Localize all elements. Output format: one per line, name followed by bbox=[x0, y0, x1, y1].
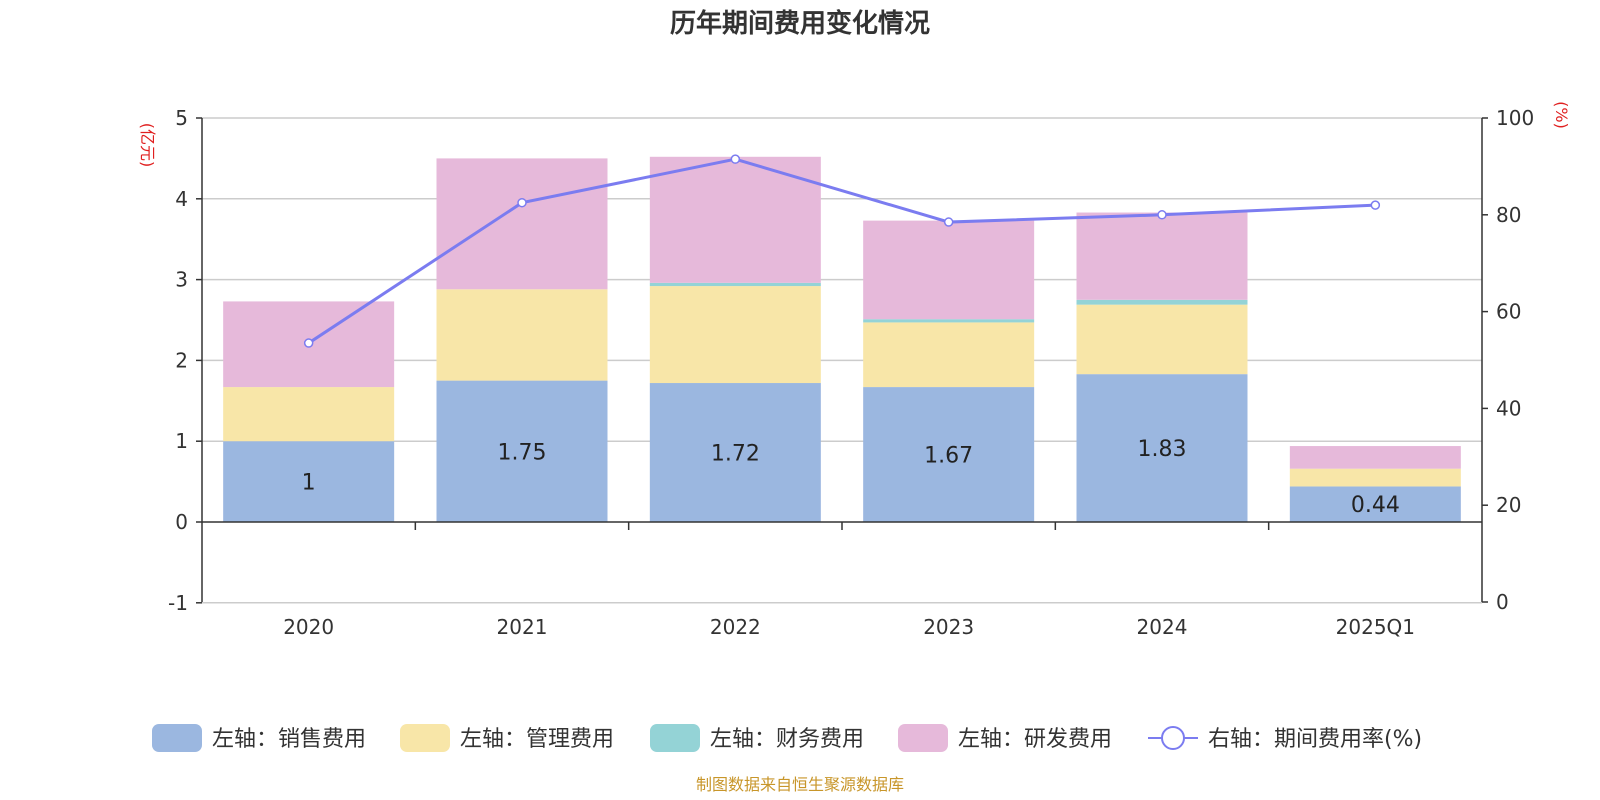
category-label: 2024 bbox=[1137, 615, 1188, 639]
left-tick-label: 4 bbox=[175, 187, 188, 211]
right-tick-label: 100 bbox=[1496, 106, 1534, 130]
legend-swatch bbox=[898, 724, 948, 752]
bar-研发费用 bbox=[649, 156, 821, 283]
expense-rate-point bbox=[730, 154, 741, 164]
bar-value-label: 1.75 bbox=[498, 440, 547, 465]
category-label: 2025Q1 bbox=[1336, 615, 1415, 639]
bar-财务费用 bbox=[649, 282, 821, 287]
right-tick-label: 60 bbox=[1496, 300, 1521, 324]
bar-value-label: 1.67 bbox=[924, 444, 973, 469]
category-label: 2022 bbox=[710, 615, 761, 639]
bar-研发费用 bbox=[436, 158, 608, 290]
right-tick-label: 80 bbox=[1496, 203, 1521, 227]
bar-销售费用 bbox=[223, 441, 395, 522]
right-axis-unit: (%) bbox=[1552, 101, 1571, 129]
bar-研发费用 bbox=[1289, 446, 1461, 469]
expense-rate-point bbox=[303, 338, 314, 348]
left-axis-unit: (亿元) bbox=[138, 123, 157, 168]
bar-财务费用 bbox=[863, 319, 1035, 323]
category-label: 2023 bbox=[923, 615, 974, 639]
left-tick-label: 5 bbox=[175, 106, 188, 130]
legend-label: 左轴：研发费用 bbox=[958, 727, 1112, 752]
bar-销售费用 bbox=[436, 380, 608, 522]
expense-rate-point bbox=[1370, 200, 1381, 210]
legend-line-marker bbox=[1161, 726, 1185, 750]
left-tick-label: 0 bbox=[175, 510, 188, 534]
legend-label: 左轴：销售费用 bbox=[212, 727, 366, 752]
legend-label: 左轴：管理费用 bbox=[460, 727, 614, 752]
left-tick-label: 1 bbox=[175, 429, 188, 453]
bar-管理费用 bbox=[863, 322, 1035, 388]
bar-value-label: 1.83 bbox=[1138, 437, 1187, 462]
expense-rate-line bbox=[303, 154, 1381, 348]
left-tick-label: 3 bbox=[175, 268, 188, 292]
category-label: 2021 bbox=[497, 615, 548, 639]
bar-value-label: 1 bbox=[302, 471, 316, 496]
legend-swatch bbox=[152, 724, 202, 752]
legend-label: 左轴：财务费用 bbox=[710, 727, 864, 752]
bar-销售费用 bbox=[863, 387, 1035, 522]
bar-labels: 1 1.75 1.72 1.67 1.83 0.44 bbox=[302, 437, 1400, 518]
category-label: 2020 bbox=[283, 615, 334, 639]
legend-label: 右轴：期间费用率(%) bbox=[1208, 727, 1422, 752]
left-tick-label: 2 bbox=[175, 348, 188, 372]
expense-rate-point bbox=[943, 217, 954, 227]
left-tick-label: -1 bbox=[168, 591, 188, 615]
right-tick-label: 40 bbox=[1496, 396, 1521, 420]
bar-研发费用 bbox=[863, 220, 1035, 320]
bar-管理费用 bbox=[223, 387, 395, 442]
expense-rate-point bbox=[1157, 210, 1167, 220]
bar-value-label: 0.44 bbox=[1351, 493, 1400, 518]
gridlines bbox=[202, 117, 1482, 604]
bar-管理费用 bbox=[1289, 468, 1461, 487]
expense-rate-point bbox=[517, 197, 527, 208]
bar-管理费用 bbox=[436, 289, 608, 381]
expense-rate-polyline bbox=[307, 157, 1376, 345]
bar-销售费用 bbox=[649, 383, 821, 522]
axes: -1 0 1 2 3 4 5 0 20 40 60 80 100 2020 2021 2022 2023 2024… bbox=[168, 106, 1534, 639]
stacked-bars bbox=[223, 156, 1461, 522]
bar-管理费用 bbox=[1076, 304, 1248, 375]
bar-管理费用 bbox=[649, 286, 821, 384]
right-tick-label: 20 bbox=[1496, 493, 1521, 517]
legend-swatch bbox=[650, 724, 700, 752]
bar-value-label: 1.72 bbox=[711, 442, 760, 467]
bar-销售费用 bbox=[1289, 486, 1461, 522]
legend-swatch bbox=[400, 724, 450, 752]
bar-研发费用 bbox=[1076, 212, 1248, 300]
source-note: 制图数据来自恒生聚源数据库 bbox=[696, 775, 904, 794]
bar-销售费用 bbox=[1076, 374, 1248, 522]
legend: 左轴：销售费用 左轴：管理费用 左轴：财务费用 左轴：研发费用 右轴：期间费用率(%) bbox=[152, 724, 1422, 752]
chart-title: 历年期间费用变化情况 bbox=[670, 8, 930, 39]
right-tick-label: 0 bbox=[1496, 590, 1509, 614]
bar-财务费用 bbox=[1076, 299, 1248, 305]
